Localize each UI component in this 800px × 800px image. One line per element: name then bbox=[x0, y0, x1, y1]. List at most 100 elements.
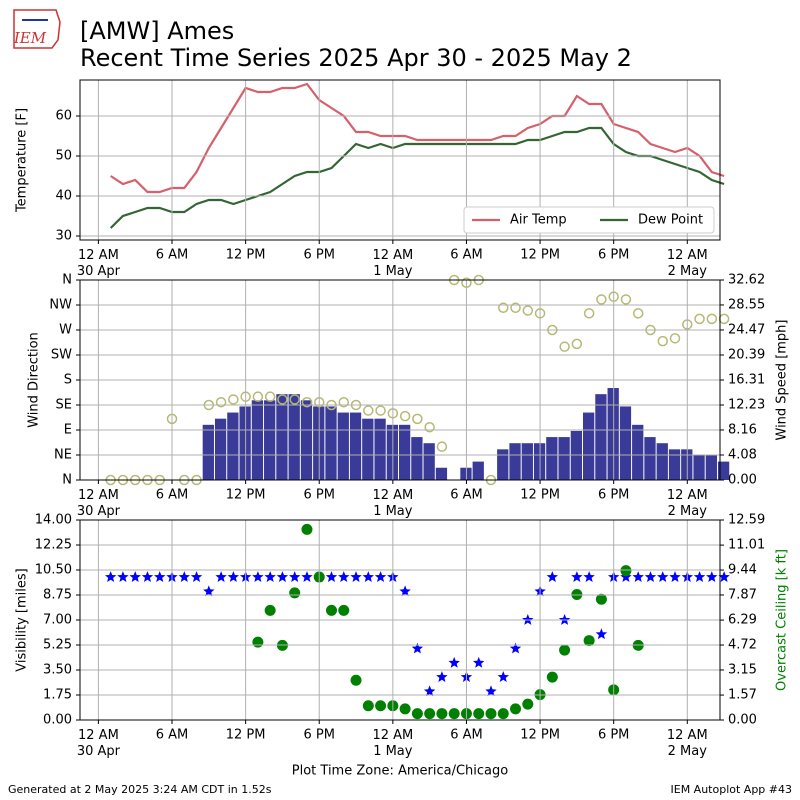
x-tick-label: 12 AM 30 Apr bbox=[77, 248, 121, 279]
y-tick-label: W bbox=[59, 323, 72, 338]
wind-speed-bar bbox=[325, 406, 337, 480]
x-tick-label: 12 PM bbox=[226, 488, 266, 503]
visibility-star bbox=[571, 571, 583, 582]
y-tick-label: E bbox=[64, 423, 72, 438]
x-tick-label: 6 PM bbox=[303, 488, 334, 503]
ceiling-point bbox=[522, 698, 534, 710]
y-tick-label: 40 bbox=[55, 189, 72, 204]
marks bbox=[109, 82, 725, 229]
y2-tick-label: 1.57 bbox=[728, 688, 757, 703]
y2-tick-label: 28.55 bbox=[728, 297, 765, 312]
logo-outline bbox=[13, 9, 61, 49]
visibility-star bbox=[706, 571, 718, 582]
wind-speed-bar bbox=[558, 437, 570, 480]
ceiling-point bbox=[399, 703, 411, 715]
visibility-star bbox=[669, 571, 681, 582]
ceiling-point bbox=[436, 708, 448, 720]
visibility-star bbox=[301, 571, 313, 582]
ceiling-point bbox=[289, 587, 301, 599]
visibility-star bbox=[546, 571, 558, 582]
y-tick-label: 3.50 bbox=[43, 663, 72, 678]
visibility-star bbox=[583, 571, 595, 582]
visibility-star bbox=[215, 571, 227, 582]
visibility-star bbox=[203, 585, 215, 597]
legend-box bbox=[463, 206, 715, 234]
subtitle: Recent Time Series 2025 Apr 30 - 2025 Ma… bbox=[80, 44, 632, 72]
wind-speed-bar bbox=[264, 400, 276, 480]
y2-tick-label: 12.23 bbox=[728, 398, 765, 413]
ceiling-point bbox=[485, 708, 497, 720]
x-tick-label: 6 AM bbox=[156, 728, 189, 743]
y2-tick-label: 4.72 bbox=[728, 638, 757, 653]
visibility-star bbox=[117, 571, 129, 582]
y2-tick-label: 16.31 bbox=[728, 373, 765, 388]
visibility-star bbox=[632, 571, 644, 582]
ceiling-point bbox=[301, 523, 313, 535]
visibility-star bbox=[362, 571, 374, 582]
wind-direction-point bbox=[412, 413, 423, 425]
wind-speed-bar bbox=[411, 437, 423, 480]
wind-speed-bar bbox=[595, 394, 607, 480]
wind-direction-point bbox=[399, 410, 411, 422]
y2-tick-label: 11.01 bbox=[728, 538, 765, 553]
y-tick-label: 1.75 bbox=[43, 688, 72, 703]
y2-axis-label: Overcast Ceiling [k ft] bbox=[775, 549, 790, 691]
wind-direction-point bbox=[669, 333, 681, 344]
y2-tick-label: 4.08 bbox=[728, 447, 757, 462]
visibility-star bbox=[473, 656, 485, 668]
wind-speed-bar bbox=[251, 400, 264, 480]
wind-direction-point bbox=[583, 308, 595, 319]
x-tick-label: 12 AM 30 Apr bbox=[77, 488, 121, 519]
plot-frame bbox=[79, 519, 721, 721]
y-tick-label: 7.00 bbox=[43, 613, 72, 628]
visibility-star bbox=[436, 671, 448, 682]
wind-speed-bar bbox=[423, 443, 435, 480]
wind-speed-bar bbox=[472, 461, 484, 480]
x-axis-label: Plot Time Zone: America/Chicago bbox=[292, 764, 508, 779]
visibility-star bbox=[374, 571, 387, 582]
wind-direction-point bbox=[596, 294, 607, 305]
ceiling-point bbox=[620, 565, 632, 577]
ceiling-point bbox=[595, 593, 607, 605]
x-tick-label: 12 AM 1 May bbox=[372, 728, 413, 759]
wind-direction-point bbox=[301, 396, 313, 408]
visibility-star bbox=[338, 571, 350, 582]
footer-left: Generated at 2 May 2025 3:24 AM CDT in 1… bbox=[8, 783, 272, 796]
y-axis-label: Visibility [miles] bbox=[15, 568, 30, 671]
wind-direction-point bbox=[289, 394, 300, 405]
y2-tick-label: 32.62 bbox=[728, 273, 765, 288]
wind-speed-bar bbox=[362, 418, 374, 480]
panel: N NE E SE S SW W NW N 0.00 4.08 8.16 12.23 16.31 20.39… bbox=[27, 273, 790, 519]
wind-speed-bar bbox=[656, 443, 668, 480]
y-tick-label: 8.75 bbox=[43, 588, 72, 603]
logo: IEM bbox=[13, 9, 61, 49]
wind-speed-bar bbox=[583, 412, 595, 480]
visibility-star bbox=[558, 614, 571, 625]
x-tick-label: 6 PM bbox=[598, 728, 629, 743]
x-tick-label: 6 AM bbox=[450, 488, 483, 503]
wind-direction-point bbox=[424, 421, 435, 433]
visibility-star bbox=[325, 571, 338, 582]
y-tick-label: SW bbox=[51, 348, 72, 363]
ceiling-point bbox=[510, 703, 522, 715]
x-tick-label: 6 AM bbox=[450, 728, 483, 743]
visibility-star bbox=[485, 685, 497, 697]
y-tick-label: 12.25 bbox=[35, 538, 72, 553]
legend-label: Dew Point bbox=[638, 213, 703, 228]
y-tick-label: NE bbox=[54, 448, 72, 463]
plot-frame bbox=[79, 279, 721, 481]
wind-direction-point bbox=[657, 335, 668, 347]
x-tick-label: 12 AM 2 May bbox=[667, 488, 708, 519]
x-tick-label: 6 AM bbox=[156, 248, 189, 263]
wind-speed-bar bbox=[374, 418, 386, 480]
wind-direction-point bbox=[264, 391, 276, 402]
ceiling-point bbox=[338, 604, 350, 616]
marks bbox=[105, 523, 730, 720]
wind-speed-bar bbox=[644, 437, 656, 480]
wind-speed-bar bbox=[693, 455, 705, 480]
ceiling-point bbox=[448, 708, 460, 720]
visibility-star bbox=[399, 585, 411, 597]
wind-speed-bar bbox=[546, 437, 558, 480]
y2-axis-label: Wind Speed [mph] bbox=[775, 320, 790, 441]
